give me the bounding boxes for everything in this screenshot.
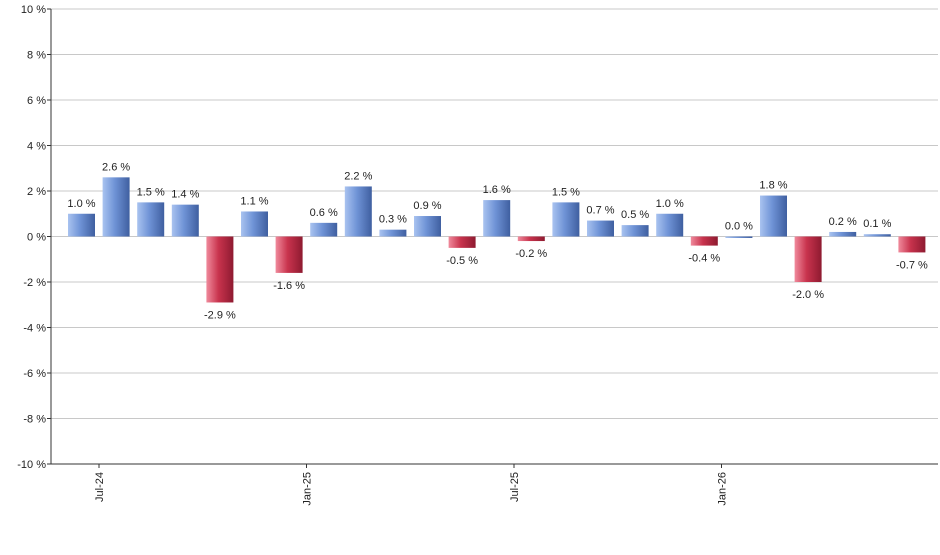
axes: [50, 9, 938, 465]
bar: [206, 236, 234, 303]
bar-value-label: 0.9 %: [413, 200, 441, 212]
bar-value-label: 0.7 %: [586, 205, 614, 217]
y-tick-label: -10 %: [17, 459, 46, 471]
bar: [241, 211, 268, 237]
bar-value-label: 0.6 %: [310, 207, 338, 219]
bar: [690, 236, 718, 246]
bar-value-label: -0.7 %: [896, 259, 928, 271]
bar-value-label: -0.5 %: [446, 255, 478, 267]
bar-value-label: -2.0 %: [792, 289, 824, 301]
bar: [794, 236, 822, 282]
bar-value-label: 0.0 %: [725, 221, 753, 233]
bar: [344, 186, 372, 237]
bar: [448, 236, 476, 248]
bar-value-label: 0.1 %: [863, 218, 891, 230]
bar: [68, 213, 95, 237]
bar-value-label: 0.2 %: [829, 216, 857, 228]
bar: [483, 200, 511, 237]
bar: [137, 202, 165, 237]
y-tick-label: -8 %: [23, 414, 46, 426]
bar-value-label: 1.1 %: [240, 195, 268, 207]
x-tick-label: Jan-26: [717, 472, 729, 506]
bar: [310, 222, 338, 237]
bar-value-label: -1.6 %: [273, 280, 305, 292]
bar: [829, 231, 857, 237]
grid-lines: [47, 8, 938, 465]
bar: [171, 204, 199, 237]
bar: [102, 177, 130, 237]
y-tick-label: 2 %: [27, 186, 46, 198]
bar: [414, 216, 441, 237]
bar: [656, 213, 684, 237]
bar-value-label: 0.3 %: [379, 214, 407, 226]
bar-value-label: 1.6 %: [483, 184, 511, 196]
x-axis-tick-labels: Jul-24 Jan-25 Jul-25 Jan-26: [94, 464, 729, 506]
y-tick-label: -6 %: [23, 368, 46, 380]
bars: [68, 177, 926, 303]
bar-value-label: 1.4 %: [171, 189, 199, 201]
bar-value-labels: 1.0 % 2.6 % 1.5 % 1.4 % -2.9 % 1.1 % -1.6 % 0.6…: [67, 161, 928, 321]
y-tick-label: 10 %: [21, 4, 46, 16]
bar-value-label: 1.0 %: [656, 198, 684, 210]
bar-value-label: 2.6 %: [102, 161, 130, 173]
bar: [552, 202, 580, 237]
bar-value-label: 1.0 %: [67, 198, 95, 210]
bar: [725, 236, 753, 238]
bar: [621, 225, 649, 237]
bar-value-label: 1.5 %: [137, 186, 165, 198]
bar: [760, 195, 787, 237]
bar-value-label: 1.5 %: [552, 186, 580, 198]
bar: [863, 234, 891, 237]
bar-value-label: 2.2 %: [344, 170, 372, 182]
bar-value-label: -0.2 %: [515, 248, 547, 260]
y-tick-label: 6 %: [27, 95, 46, 107]
bar-value-label: -0.4 %: [688, 253, 720, 265]
y-tick-label: -4 %: [23, 323, 46, 335]
y-axis-tick-labels: -10 % -8 % -6 % -4 % -2 % 0 % 2 % 4 % 6 % 8 % 10 %: [17, 4, 46, 471]
bar: [275, 236, 303, 273]
bar-value-label: 1.8 %: [759, 180, 787, 192]
bar-value-label: -2.9 %: [204, 309, 236, 321]
y-tick-label: 8 %: [27, 50, 46, 62]
bar: [898, 236, 926, 253]
bar-value-label: 0.5 %: [621, 209, 649, 221]
bar: [587, 220, 614, 237]
x-tick-label: Jul-25: [509, 472, 521, 502]
y-tick-label: 0 %: [27, 232, 46, 244]
x-tick-label: Jul-24: [94, 472, 106, 502]
bar: [517, 236, 545, 242]
y-tick-label: 4 %: [27, 141, 46, 153]
x-tick-label: Jan-25: [301, 472, 313, 506]
bar: [379, 229, 407, 237]
y-tick-label: -2 %: [23, 277, 46, 289]
